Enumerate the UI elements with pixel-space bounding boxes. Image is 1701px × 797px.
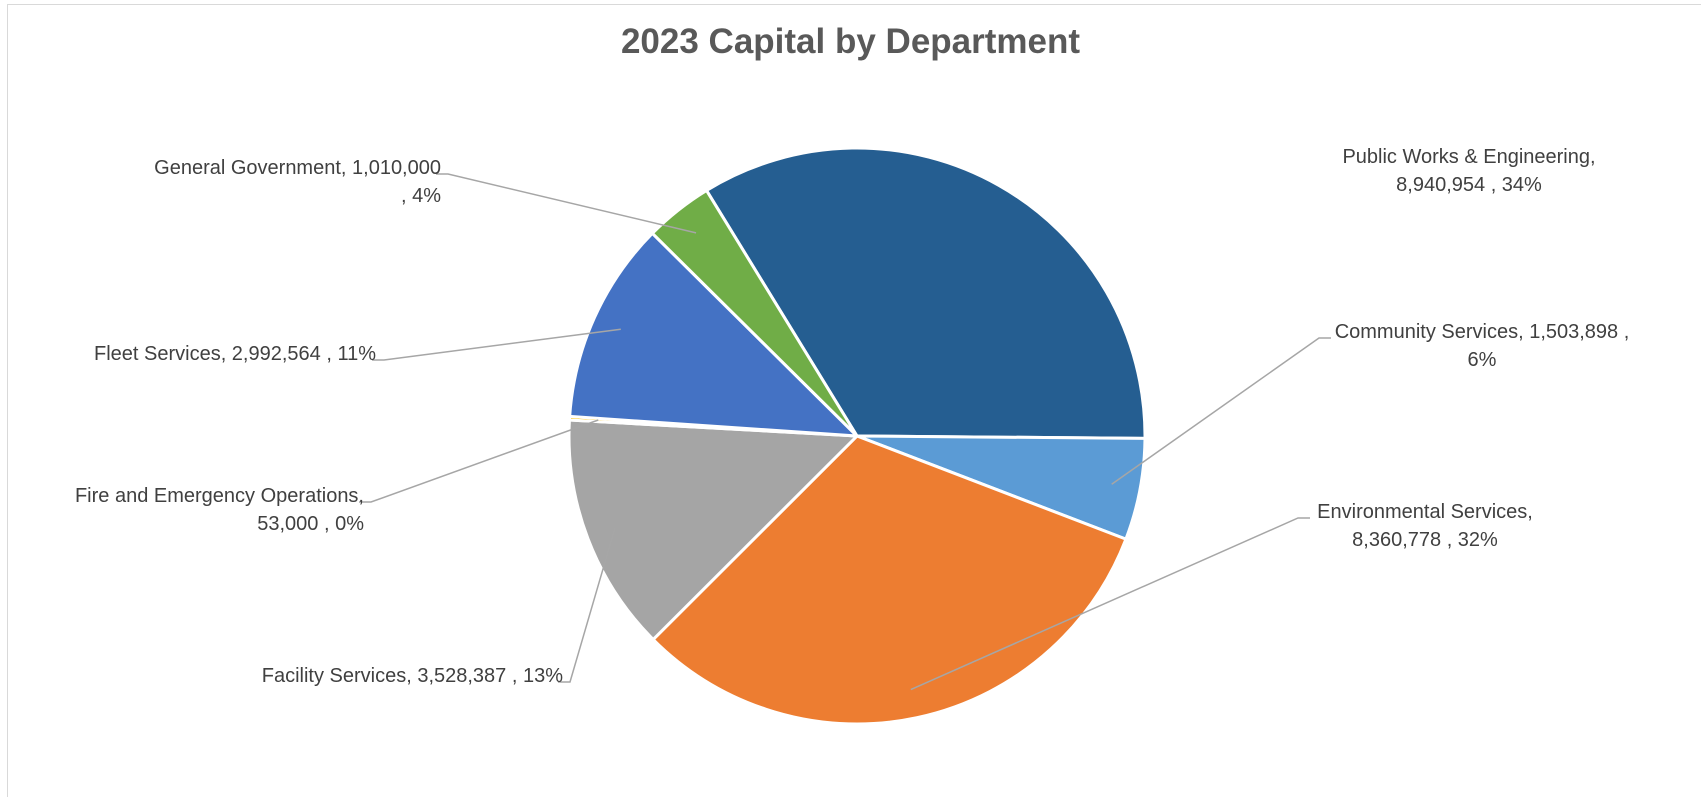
slice-label: Environmental Services, 8,360,778 , 32% — [1317, 501, 1533, 551]
slice-label-line: Fire and Emergency Operations, — [75, 485, 364, 507]
pie-slice-environmental-services — [651, 434, 1128, 726]
slice-label: Community Services, 1,503,898 , 6% — [1335, 321, 1630, 371]
pie-slice-public-works-engineering — [705, 146, 1147, 440]
slice-label-line: Fleet Services, 2,992,564 , 11% — [94, 343, 376, 365]
slice-label-line: 53,000 , 0% — [257, 513, 364, 535]
leader-line — [1111, 337, 1331, 485]
leader-line — [558, 528, 616, 683]
leader-line — [910, 517, 1310, 691]
pie-slices — [567, 146, 1147, 726]
slice-label-line: Public Works & Engineering, — [1342, 146, 1595, 168]
slice-label: Public Works & Engineering, 8,940,954 , 3… — [1342, 146, 1595, 196]
slice-label-line: Environmental Services, — [1317, 501, 1533, 523]
pie-slice-fleet-services — [568, 231, 859, 438]
slice-label-line: General Government, 1,010,000 — [154, 157, 441, 179]
slice-label: Fire and Emergency Operations, 53,000 , 0… — [75, 485, 364, 535]
leader-line — [359, 419, 599, 503]
slice-labels: Public Works & Engineering, 8,940,954 , 3… — [75, 146, 1629, 687]
slice-label-line: Facility Services, 3,528,387 , 13% — [262, 665, 563, 687]
chart-title: 2023 Capital by Department — [620, 22, 1081, 61]
slice-label-line: , 4% — [401, 185, 441, 207]
slice-label-line: 8,360,778 , 32% — [1352, 529, 1498, 551]
pie-slice-facility-services — [567, 418, 859, 641]
slice-label: Facility Services, 3,528,387 , 13% — [262, 665, 563, 687]
leader-lines — [359, 173, 1331, 691]
leader-line — [372, 328, 621, 361]
leader-line — [436, 173, 697, 234]
slice-label-line: 8,940,954 , 34% — [1396, 174, 1542, 196]
slice-label: Fleet Services, 2,992,564 , 11% — [94, 343, 376, 365]
slice-label: General Government, 1,010,000 , 4% — [154, 157, 441, 207]
slice-label-line: Community Services, 1,503,898 , — [1335, 321, 1630, 343]
pie-slice-general-government — [650, 188, 859, 438]
slice-label-line: 6% — [1468, 349, 1497, 371]
